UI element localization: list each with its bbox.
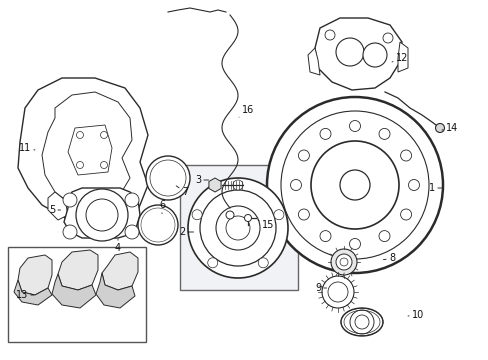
Circle shape (349, 121, 360, 131)
Circle shape (354, 315, 368, 329)
Circle shape (378, 231, 389, 242)
Circle shape (101, 131, 107, 139)
Circle shape (335, 254, 351, 270)
Circle shape (382, 33, 392, 43)
FancyBboxPatch shape (8, 247, 146, 342)
Circle shape (378, 129, 389, 139)
Circle shape (192, 210, 202, 220)
Circle shape (400, 209, 411, 220)
Circle shape (407, 180, 419, 190)
Circle shape (319, 231, 330, 242)
Circle shape (63, 193, 77, 207)
Circle shape (138, 205, 178, 245)
Circle shape (273, 210, 284, 220)
Circle shape (225, 216, 249, 240)
Circle shape (155, 165, 181, 191)
Text: 7: 7 (176, 186, 188, 197)
Circle shape (76, 189, 128, 241)
Text: 8: 8 (383, 253, 394, 263)
Ellipse shape (340, 308, 382, 336)
Polygon shape (58, 250, 98, 290)
Circle shape (152, 162, 183, 194)
Text: 14: 14 (441, 123, 457, 133)
Polygon shape (102, 252, 138, 290)
Circle shape (244, 215, 251, 221)
Circle shape (400, 150, 411, 161)
Text: 2: 2 (179, 227, 193, 237)
Circle shape (125, 225, 139, 239)
Circle shape (101, 162, 107, 168)
Circle shape (146, 156, 190, 200)
Polygon shape (68, 125, 112, 175)
Circle shape (225, 211, 234, 219)
Text: 10: 10 (407, 310, 423, 320)
Polygon shape (18, 255, 52, 295)
Polygon shape (307, 48, 319, 75)
Circle shape (143, 211, 172, 239)
Text: 1: 1 (428, 183, 441, 193)
Circle shape (76, 131, 83, 139)
Polygon shape (397, 42, 407, 72)
Circle shape (200, 190, 275, 266)
Polygon shape (42, 92, 132, 208)
Polygon shape (48, 192, 68, 220)
Text: 11: 11 (19, 143, 35, 153)
Circle shape (319, 129, 330, 139)
Circle shape (187, 178, 287, 278)
FancyBboxPatch shape (180, 165, 297, 290)
Polygon shape (14, 280, 52, 305)
Circle shape (327, 282, 347, 302)
Text: 9: 9 (314, 283, 326, 293)
Polygon shape (64, 188, 140, 238)
Circle shape (266, 97, 442, 273)
Circle shape (158, 168, 178, 188)
Circle shape (339, 170, 369, 200)
Circle shape (281, 111, 428, 259)
Text: 16: 16 (239, 105, 254, 117)
Circle shape (216, 206, 260, 250)
Circle shape (349, 310, 373, 334)
Circle shape (258, 258, 268, 268)
Polygon shape (314, 18, 401, 90)
Circle shape (76, 162, 83, 168)
Circle shape (150, 160, 185, 196)
Circle shape (330, 249, 356, 275)
Circle shape (125, 193, 139, 207)
Polygon shape (18, 78, 148, 225)
Circle shape (86, 199, 118, 231)
Text: 6: 6 (159, 200, 165, 213)
Circle shape (141, 208, 175, 242)
Circle shape (207, 258, 217, 268)
Circle shape (325, 30, 334, 40)
Polygon shape (208, 178, 221, 192)
Text: 3: 3 (195, 175, 208, 185)
Text: 12: 12 (391, 53, 407, 63)
Circle shape (298, 150, 309, 161)
Circle shape (349, 239, 360, 249)
Circle shape (335, 38, 363, 66)
Text: 15: 15 (258, 220, 274, 230)
Circle shape (150, 217, 165, 233)
Circle shape (232, 180, 243, 190)
Circle shape (310, 141, 398, 229)
Polygon shape (52, 274, 96, 308)
Text: 4: 4 (115, 239, 121, 253)
Circle shape (435, 123, 444, 132)
Circle shape (339, 258, 347, 266)
Circle shape (63, 225, 77, 239)
Text: 5: 5 (49, 205, 61, 215)
Circle shape (298, 209, 309, 220)
Circle shape (321, 276, 353, 308)
Circle shape (147, 214, 169, 236)
Circle shape (362, 43, 386, 67)
Circle shape (290, 180, 301, 190)
Polygon shape (96, 273, 135, 308)
Text: 13: 13 (16, 290, 34, 300)
